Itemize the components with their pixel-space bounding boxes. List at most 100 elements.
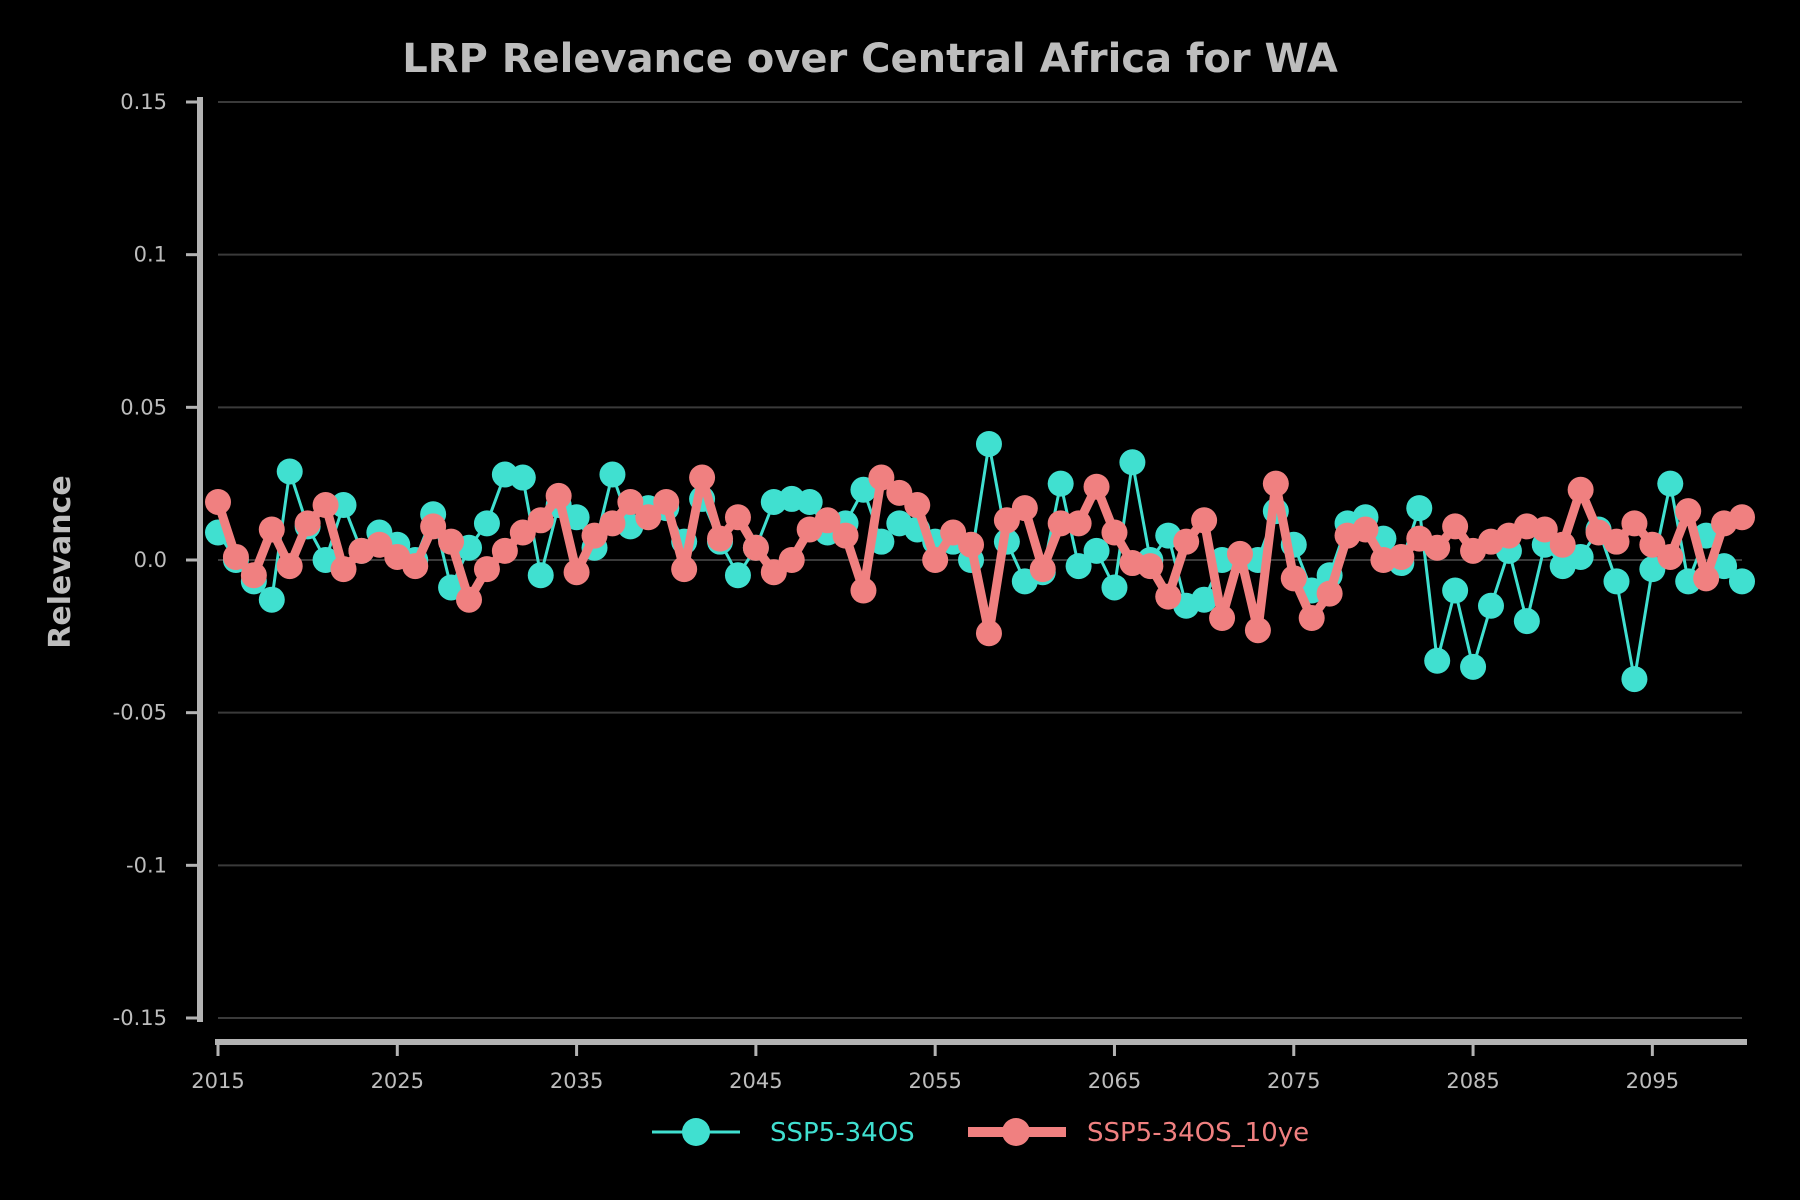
data-point	[1549, 531, 1576, 558]
data-point	[1101, 519, 1128, 546]
data-point	[1442, 577, 1469, 604]
data-point	[438, 528, 465, 555]
series-ssp5-34os-10ye	[205, 464, 1755, 647]
chart-title: LRP Relevance over Central Africa for WA	[402, 36, 1338, 82]
data-point	[1083, 473, 1110, 500]
data-point	[1137, 553, 1164, 580]
x-tick-label: 2075	[1267, 1069, 1320, 1093]
data-point	[509, 464, 536, 491]
data-point	[330, 556, 357, 583]
data-point	[473, 556, 500, 583]
data-point	[1029, 556, 1056, 583]
data-point	[1119, 449, 1146, 476]
data-point	[904, 492, 931, 519]
data-point	[402, 553, 429, 580]
data-point	[1729, 568, 1755, 595]
data-point	[1603, 528, 1630, 555]
data-point	[707, 525, 734, 552]
legend-marker-ssp5-34os-10ye	[1002, 1118, 1030, 1146]
data-point	[689, 464, 716, 491]
data-point	[1155, 583, 1182, 610]
data-point	[222, 543, 249, 570]
data-point	[1065, 553, 1092, 580]
data-point	[653, 488, 680, 515]
y-tick-label: -0.05	[113, 701, 167, 725]
data-point	[922, 547, 949, 573]
data-point	[258, 586, 285, 613]
data-point	[545, 482, 572, 509]
data-point	[1280, 565, 1307, 592]
data-point	[491, 537, 518, 564]
data-point	[1083, 537, 1110, 564]
data-point	[724, 504, 751, 531]
data-point	[1513, 608, 1540, 635]
legend: SSP5-34OS SSP5-34OS_10ye	[652, 1118, 1309, 1148]
y-tick-label: 0.0	[134, 548, 167, 572]
data-point	[294, 510, 321, 537]
data-point	[1191, 586, 1218, 613]
data-point	[563, 559, 590, 586]
data-point	[1621, 666, 1648, 693]
data-point	[1101, 574, 1128, 601]
data-point	[420, 513, 447, 540]
x-tick-label: 2095	[1626, 1069, 1679, 1093]
data-point	[635, 504, 662, 531]
data-point	[276, 553, 303, 580]
legend-label-ssp5-34os-10ye: SSP5-34OS_10ye	[1087, 1118, 1309, 1148]
x-axis-ticks: 2015 2025 2035 2045 2055 2065 2075 2085 2095	[191, 1042, 1679, 1093]
data-point	[1621, 510, 1648, 537]
data-point	[1657, 470, 1684, 497]
legend-marker-ssp5-34os	[682, 1118, 710, 1146]
x-tick-label: 2055	[908, 1069, 961, 1093]
data-point	[276, 458, 303, 485]
data-point	[1460, 653, 1487, 680]
data-point	[563, 504, 590, 531]
data-point	[814, 507, 841, 534]
data-point	[527, 562, 554, 589]
data-point	[1424, 534, 1451, 561]
data-point	[456, 586, 483, 613]
data-point	[1693, 565, 1720, 592]
data-point	[617, 488, 644, 515]
data-point	[975, 430, 1002, 457]
data-point	[1209, 605, 1236, 632]
data-point	[671, 556, 698, 583]
y-tick-label: -0.1	[126, 853, 167, 877]
data-point	[1011, 495, 1038, 522]
legend-item-ssp5-34os-10ye: SSP5-34OS_10ye	[968, 1118, 1309, 1148]
data-point	[1226, 540, 1253, 567]
data-point	[473, 510, 500, 537]
data-point	[1298, 605, 1325, 632]
data-point	[1531, 516, 1558, 543]
data-point	[724, 562, 751, 589]
y-tick-label: -0.15	[113, 1006, 167, 1030]
x-tick-label: 2045	[729, 1069, 782, 1093]
x-tick-label: 2025	[371, 1069, 424, 1093]
y-tick-label: 0.1	[134, 243, 167, 267]
data-point	[1047, 510, 1074, 537]
data-point	[527, 507, 554, 534]
data-point	[832, 522, 859, 549]
data-point	[1657, 543, 1684, 570]
y-tick-label: 0.05	[120, 395, 167, 419]
data-point	[1477, 592, 1504, 619]
data-point	[1262, 470, 1289, 497]
data-point	[1244, 617, 1271, 644]
y-axis-label: Relevance	[43, 475, 78, 648]
data-point	[975, 620, 1002, 647]
data-point	[1173, 528, 1200, 555]
y-tick-label: 0.15	[120, 90, 167, 114]
data-point	[850, 577, 877, 604]
data-point	[1603, 568, 1630, 595]
y-axis-ticks: 0.15 0.1 0.05 0.0 -0.05 -0.1 -0.15	[113, 90, 200, 1030]
data-point	[258, 516, 285, 543]
x-tick-label: 2035	[550, 1069, 603, 1093]
data-point	[599, 510, 626, 537]
series-ssp5-34os	[205, 430, 1755, 693]
data-point	[958, 531, 985, 558]
legend-label-ssp5-34os: SSP5-34OS	[770, 1118, 915, 1148]
data-point	[1567, 476, 1594, 503]
data-point	[1191, 507, 1218, 534]
data-point	[1442, 513, 1469, 540]
x-tick-label: 2085	[1446, 1069, 1499, 1093]
